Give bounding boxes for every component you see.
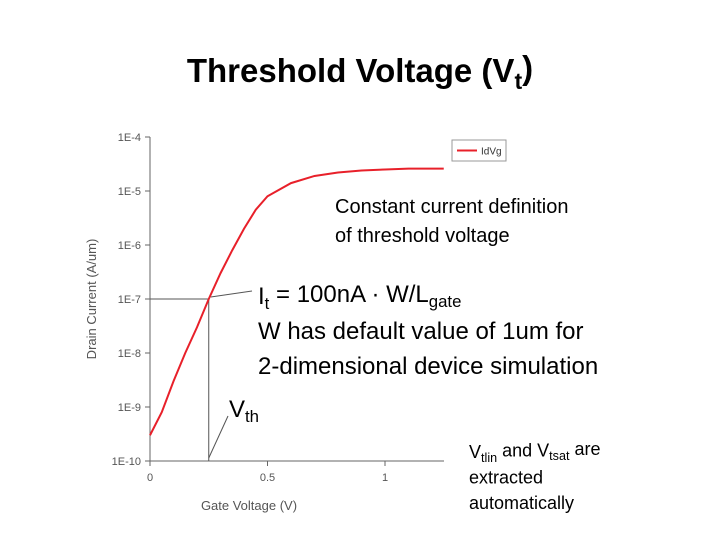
- x-tick-label: 0.5: [260, 472, 275, 484]
- text-run: 2-dimensional device simulation: [258, 353, 598, 380]
- y-axis-label: Drain Current (A/um): [84, 239, 99, 360]
- text-run: extracted: [469, 468, 543, 488]
- text-run: V: [469, 442, 481, 462]
- x-tick-label: 1: [382, 472, 388, 484]
- annotation: It = 100nA · W/Lgate: [258, 281, 461, 313]
- legend-label: IdVg: [481, 147, 502, 158]
- subscript: t: [265, 294, 270, 313]
- data-line: [149, 167, 444, 436]
- annotation: W has default value of 1um for: [258, 318, 584, 345]
- text-run: of threshold voltage: [335, 225, 510, 247]
- y-tick-label: 1E-10: [112, 456, 141, 468]
- chart-title: Threshold Voltage (Vt): [187, 49, 533, 94]
- x-tick-label: 0: [147, 472, 153, 484]
- subscript: tsat: [549, 449, 570, 463]
- subscript: t: [514, 68, 522, 94]
- annotation: Vth: [229, 396, 259, 426]
- annotation: automatically: [469, 493, 574, 513]
- subscript: tlin: [481, 451, 497, 465]
- subscript: th: [245, 407, 259, 426]
- text-run: Constant current definition: [335, 196, 568, 218]
- text-run: are: [569, 439, 600, 459]
- y-tick-label: 1E-4: [118, 132, 141, 144]
- annotation: Constant current definition: [335, 196, 568, 218]
- annotation: of threshold voltage: [335, 225, 510, 247]
- annotation: Vtlin and Vtsat are: [469, 439, 601, 465]
- text-run: and V: [497, 440, 549, 460]
- annotation: extracted: [469, 468, 543, 488]
- y-tick-label: 1E-8: [118, 348, 141, 360]
- text-run: W has default value of 1um for: [258, 318, 584, 345]
- y-tick-label: 1E-7: [118, 294, 141, 306]
- subscript: gate: [429, 292, 462, 311]
- leader-line: [210, 290, 253, 298]
- text-run: = 100nA · W/L: [269, 281, 428, 308]
- text-run: automatically: [469, 493, 574, 513]
- text-run: V: [229, 396, 245, 423]
- legend-box: [451, 139, 507, 162]
- text-run: I: [258, 283, 265, 310]
- y-tick-label: 1E-5: [118, 186, 141, 198]
- y-tick-label: 1E-9: [118, 402, 141, 414]
- x-axis-label: Gate Voltage (V): [201, 498, 297, 513]
- text-run: ): [522, 49, 533, 86]
- text-run: Threshold Voltage (V: [187, 52, 515, 89]
- leader-line: [208, 415, 229, 459]
- annotation: 2-dimensional device simulation: [258, 353, 598, 380]
- y-tick-label: 1E-6: [118, 240, 141, 252]
